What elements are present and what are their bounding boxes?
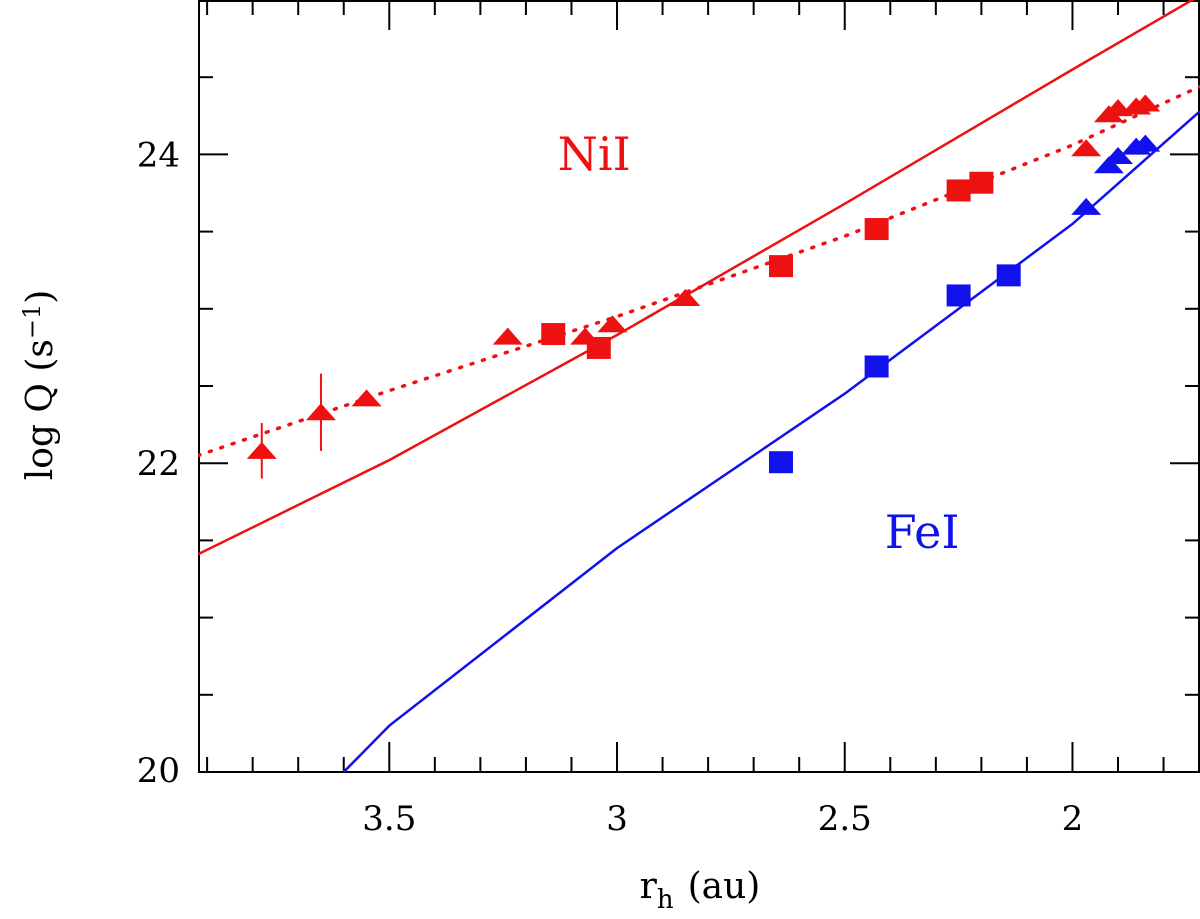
square-marker <box>768 451 793 474</box>
plot-border <box>198 0 1200 773</box>
square-marker <box>541 323 566 346</box>
y-tick-label: 20 <box>137 751 180 791</box>
x-tick-label: 2.5 <box>818 799 872 839</box>
triangle-marker <box>1130 94 1161 112</box>
x-tick-label: 2 <box>1062 799 1084 839</box>
triangle-marker <box>1071 139 1102 157</box>
square-marker <box>768 255 793 278</box>
square-marker <box>946 179 971 202</box>
fei-label: FeI <box>885 505 960 559</box>
square-marker <box>864 218 889 241</box>
nii-model-curve <box>198 0 1195 556</box>
square-marker <box>969 171 994 194</box>
axis-ticks <box>198 0 1200 773</box>
annotations: NiI FeI <box>558 127 960 559</box>
triangle-marker <box>597 315 628 333</box>
plot-frame <box>198 0 1200 773</box>
triangle-marker <box>1103 146 1134 164</box>
y-tick-label: 24 <box>137 135 180 175</box>
y-tick-label: 22 <box>137 444 180 484</box>
nii-fit-dotted-curve <box>198 84 1200 458</box>
x-tick-label: 3 <box>606 799 628 839</box>
fei-model-curve <box>342 110 1200 772</box>
triangle-marker <box>246 441 277 459</box>
x-axis-title: rh (au) <box>640 866 761 915</box>
model-curves <box>198 0 1200 772</box>
y-axis-title: log Q (s−1) <box>18 290 61 481</box>
triangle-marker <box>492 327 523 345</box>
nii-label: NiI <box>558 127 631 181</box>
triangle-marker <box>1071 197 1102 215</box>
x-tick-label: 3.5 <box>362 799 416 839</box>
triangle-marker <box>1130 134 1161 152</box>
triangle-marker <box>351 389 382 407</box>
data-markers <box>246 94 1161 479</box>
square-marker <box>946 284 971 307</box>
square-marker <box>996 264 1021 287</box>
triangle-marker <box>1093 156 1124 174</box>
square-marker <box>586 336 611 359</box>
square-marker <box>864 355 889 378</box>
triangle-marker <box>670 288 701 306</box>
triangle-marker <box>305 403 336 421</box>
tick-labels: 3.5 3 2.5 2 20 22 24 <box>137 135 1084 839</box>
